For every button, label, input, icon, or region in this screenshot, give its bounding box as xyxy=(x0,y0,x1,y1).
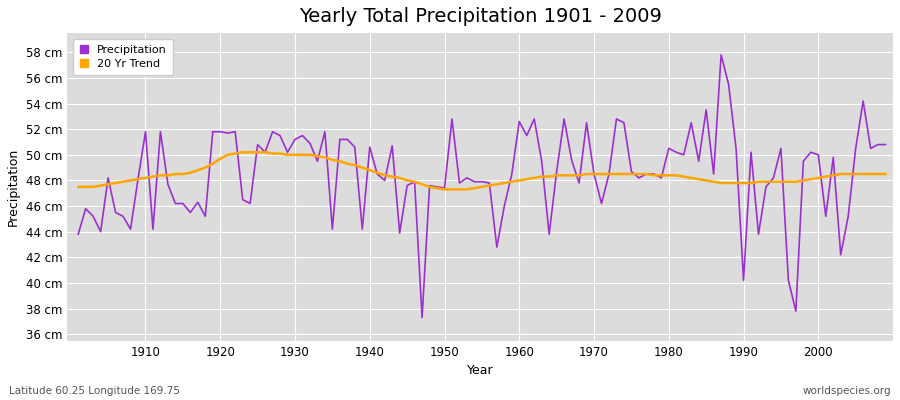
Text: Latitude 60.25 Longitude 169.75: Latitude 60.25 Longitude 169.75 xyxy=(9,386,180,396)
Precipitation xyxy=(880,142,891,147)
Y-axis label: Precipitation: Precipitation xyxy=(7,148,20,226)
Precipitation xyxy=(521,133,532,138)
Line: 20 Yr Trend: 20 Yr Trend xyxy=(78,152,886,190)
Text: worldspecies.org: worldspecies.org xyxy=(803,386,891,396)
20 Yr Trend xyxy=(132,177,143,182)
X-axis label: Year: Year xyxy=(467,364,493,377)
Precipitation xyxy=(514,119,525,124)
20 Yr Trend xyxy=(304,152,315,157)
Precipitation xyxy=(716,52,726,57)
Precipitation xyxy=(297,133,308,138)
20 Yr Trend xyxy=(521,177,532,182)
Precipitation xyxy=(417,315,428,320)
Line: Precipitation: Precipitation xyxy=(78,55,886,318)
Legend: Precipitation, 20 Yr Trend: Precipitation, 20 Yr Trend xyxy=(73,39,174,75)
Title: Yearly Total Precipitation 1901 - 2009: Yearly Total Precipitation 1901 - 2009 xyxy=(299,7,662,26)
Precipitation xyxy=(611,116,622,121)
Precipitation xyxy=(342,137,353,142)
20 Yr Trend xyxy=(238,150,248,155)
20 Yr Trend xyxy=(880,172,891,176)
20 Yr Trend xyxy=(529,176,540,180)
20 Yr Trend xyxy=(349,163,360,168)
20 Yr Trend xyxy=(73,184,84,189)
20 Yr Trend xyxy=(618,172,629,176)
Precipitation xyxy=(73,232,84,237)
20 Yr Trend xyxy=(439,187,450,192)
Precipitation xyxy=(132,177,143,182)
